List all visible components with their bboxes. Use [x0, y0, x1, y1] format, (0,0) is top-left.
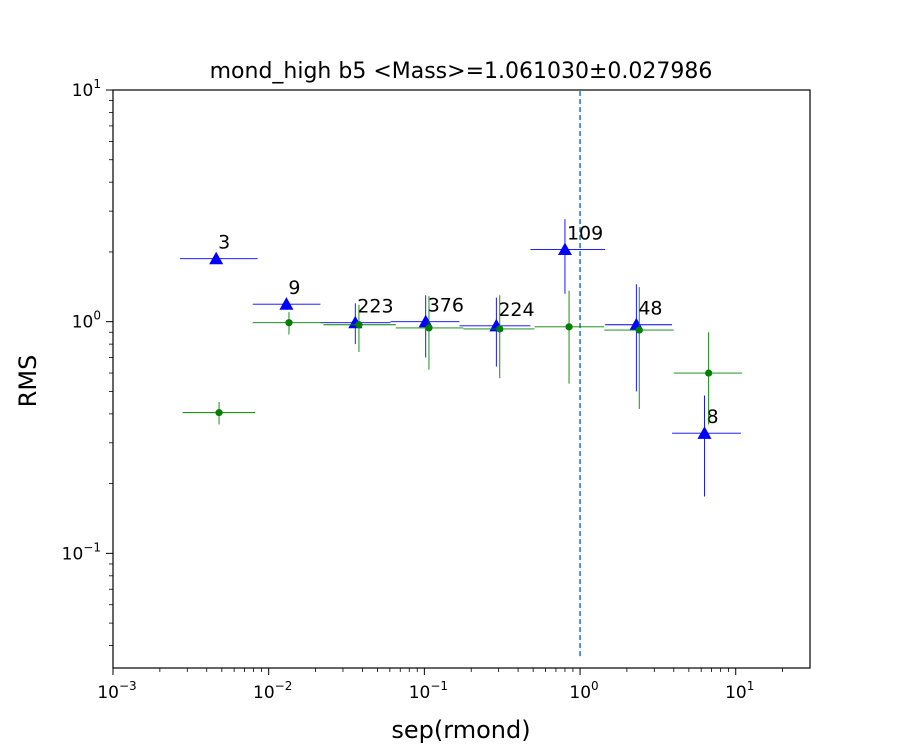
point-count-label: 8: [706, 406, 718, 428]
plot-content: 3 9 223 376 224 109 48 8: [180, 90, 743, 657]
data-point-triangle: [279, 297, 294, 310]
point-count-label: 3: [218, 232, 230, 254]
y-tick-label: 100: [72, 309, 101, 333]
data-point-circle: [705, 369, 713, 377]
x-tick-label: 100: [569, 679, 598, 703]
data-point-circle: [635, 326, 643, 334]
data-point-circle: [215, 409, 223, 417]
series-2: [182, 287, 743, 425]
y-tick-label: 101: [72, 77, 101, 101]
data-point-triangle: [697, 426, 712, 439]
data-point-circle: [285, 319, 293, 327]
x-axis-label: sep(rmond): [391, 716, 530, 744]
data-point-circle: [425, 324, 433, 332]
point-count-label: 223: [357, 296, 393, 318]
x-tick-label: 10−1: [409, 679, 448, 703]
data-point-circle: [565, 323, 573, 331]
x-tick-label: 10−2: [253, 679, 292, 703]
point-count-label: 376: [428, 295, 464, 317]
point-count-label: 224: [498, 299, 534, 321]
series-1: 3 9 223 376 224 109 48 8: [180, 219, 741, 497]
point-count-label: 109: [567, 222, 603, 244]
data-point-triangle: [209, 251, 224, 265]
axis-ticks: 10−3 10−2 10−1 100 101 10−1 100 101: [62, 77, 783, 703]
data-point-circle: [355, 321, 363, 329]
point-count-label: 48: [638, 298, 662, 320]
plot-frame: [112, 89, 811, 669]
data-point-triangle: [557, 242, 572, 256]
chart-title: mond_high b5 <Mass>=1.061030±0.027986: [210, 59, 713, 84]
y-axis-label: RMS: [14, 355, 42, 408]
data-point-circle: [496, 325, 504, 333]
point-count-label: 9: [288, 277, 300, 299]
x-tick-label: 101: [725, 679, 754, 703]
y-tick-label: 10−1: [62, 540, 101, 564]
x-tick-label: 10−3: [97, 679, 136, 703]
